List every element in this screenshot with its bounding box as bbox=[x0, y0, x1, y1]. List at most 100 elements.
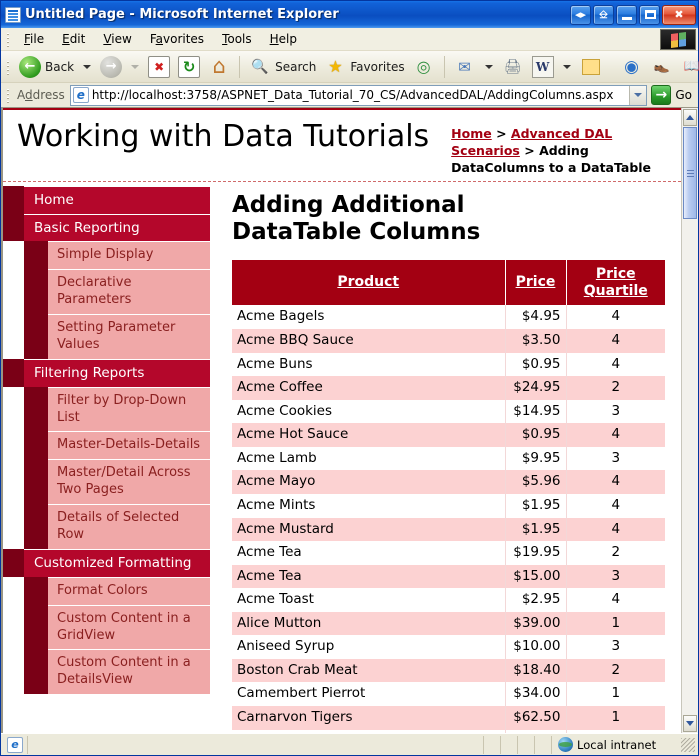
cell-price-quartile: 2 bbox=[566, 376, 665, 400]
menu-help[interactable]: Help bbox=[269, 32, 298, 46]
back-button[interactable]: ← Back bbox=[15, 54, 78, 80]
cell-price: $34.00 bbox=[505, 682, 567, 707]
sidebar-item-master-details-details[interactable]: Master-Details-Details bbox=[24, 431, 210, 460]
column-header-price[interactable]: Price bbox=[505, 259, 567, 306]
menu-tools[interactable]: Tools bbox=[222, 32, 252, 46]
scroll-up-button[interactable] bbox=[683, 109, 697, 126]
tab-list-button[interactable]: ⎒ bbox=[593, 4, 614, 25]
favorites-button[interactable]: Favorites bbox=[320, 54, 408, 80]
cell-product: Camembert Pierrot bbox=[232, 682, 506, 707]
table-row: Acme Lamb $9.95 3 bbox=[232, 446, 665, 471]
cell-price: $14.95 bbox=[505, 399, 567, 424]
stop-button[interactable] bbox=[144, 54, 174, 80]
site-title: Working with Data Tutorials bbox=[17, 119, 430, 154]
table-header-row: Product Price Price Quartile bbox=[232, 259, 665, 306]
address-dropdown-icon[interactable] bbox=[629, 85, 647, 105]
menu-file[interactable]: File bbox=[24, 32, 45, 46]
search-button[interactable]: Search bbox=[245, 54, 320, 80]
notes-button[interactable] bbox=[576, 57, 606, 77]
sidebar-item-custom-content-detailsview[interactable]: Custom Content in a DetailsView bbox=[24, 649, 210, 695]
home-button[interactable] bbox=[204, 54, 234, 80]
menu-view[interactable]: View bbox=[103, 32, 132, 46]
scrollbar-thumb[interactable] bbox=[683, 127, 697, 219]
vertical-scrollbar[interactable] bbox=[681, 108, 698, 733]
cell-price: $0.95 bbox=[505, 423, 567, 447]
breadcrumb-current: Adding DataColumns to a DataTable bbox=[451, 142, 652, 175]
cell-price: $1.95 bbox=[505, 493, 567, 518]
cell-price-quartile: 4 bbox=[566, 470, 665, 494]
breadcrumb-link-home[interactable]: Home bbox=[451, 126, 492, 141]
maximize-button[interactable] bbox=[639, 4, 660, 25]
sidebar-item-declarative-parameters[interactable]: Declarative Parameters bbox=[24, 269, 210, 315]
column-header-product[interactable]: Product bbox=[232, 259, 506, 306]
scroll-down-button[interactable] bbox=[683, 715, 697, 732]
forward-button[interactable]: → bbox=[96, 54, 126, 80]
menu-gripper[interactable] bbox=[4, 31, 12, 47]
address-input[interactable]: http://localhost:3758/ASPNET_Data_Tutori… bbox=[69, 84, 648, 106]
sidebar-item-filter-by-dropdown-list[interactable]: Filter by Drop-Down List bbox=[24, 386, 210, 432]
breadcrumb-link-section[interactable]: Advanced DAL Scenarios bbox=[451, 126, 613, 158]
column-header-price-quartile[interactable]: Price Quartile bbox=[566, 259, 665, 306]
edit-button[interactable] bbox=[528, 54, 558, 80]
cell-price: $10.00 bbox=[505, 635, 567, 659]
sidebar-item-customized-formatting[interactable]: Customized Formatting bbox=[3, 548, 210, 577]
back-icon: ← bbox=[19, 55, 41, 78]
print-button[interactable] bbox=[498, 54, 528, 80]
sidebar-item-filtering-reports[interactable]: Filtering Reports bbox=[3, 358, 210, 387]
research-button[interactable] bbox=[677, 54, 699, 80]
table-row: Acme Mints $1.95 4 bbox=[232, 493, 665, 518]
mail-dropdown-icon[interactable] bbox=[484, 64, 493, 69]
address-gripper[interactable] bbox=[4, 87, 12, 103]
menu-favorites[interactable]: Favorites bbox=[149, 32, 205, 46]
cell-price-quartile: 1 bbox=[611, 685, 621, 702]
table-row: Acme Toast $2.95 4 bbox=[232, 588, 665, 612]
minimize-button[interactable] bbox=[616, 4, 637, 25]
toolbar-gripper[interactable] bbox=[4, 58, 12, 75]
close-button[interactable]: ✖ bbox=[662, 4, 696, 25]
go-button[interactable]: Go bbox=[649, 85, 698, 105]
cell-price: $62.50 bbox=[505, 706, 567, 730]
back-dropdown-icon[interactable] bbox=[83, 64, 92, 69]
forward-icon: → bbox=[100, 55, 123, 78]
sidebar-item-setting-parameter-values[interactable]: Setting Parameter Values bbox=[24, 314, 210, 359]
refresh-button[interactable] bbox=[174, 54, 204, 80]
mail-button[interactable] bbox=[450, 54, 480, 80]
address-page-icon bbox=[72, 87, 89, 103]
sidebar-item-simple-display[interactable]: Simple Display bbox=[24, 241, 210, 270]
scrollbar-track[interactable] bbox=[682, 127, 698, 714]
cell-product: Aniseed Syrup bbox=[232, 635, 506, 659]
sidebar-item-details-of-selected-row[interactable]: Details of Selected Row bbox=[24, 504, 210, 549]
page-header: Working with Data Tutorials Home > Advan… bbox=[3, 110, 681, 182]
sidebar-item-master-detail-across-two-pages[interactable]: Master/Detail Across Two Pages bbox=[24, 459, 210, 505]
cell-product: Chai Tea bbox=[232, 729, 506, 733]
status-page-icon bbox=[7, 736, 23, 753]
messenger-button[interactable] bbox=[617, 54, 647, 80]
table-row: Acme Buns $0.95 4 bbox=[232, 352, 665, 377]
edit-dropdown-icon[interactable] bbox=[562, 64, 571, 69]
window-controls: ◂▸ ⎒ ✖ bbox=[570, 4, 696, 25]
cell-price-quartile: 3 bbox=[611, 449, 621, 466]
cell-product: Acme Buns bbox=[232, 352, 506, 377]
resize-grip[interactable] bbox=[681, 737, 695, 752]
sidebar-item-home[interactable]: Home bbox=[3, 185, 210, 214]
stop-icon bbox=[148, 55, 171, 78]
print-icon bbox=[502, 56, 524, 78]
media-button[interactable] bbox=[409, 54, 439, 80]
address-bar: Address http://localhost:3758/ASPNET_Dat… bbox=[1, 83, 698, 108]
table-row: Acme Coffee $24.95 2 bbox=[232, 376, 665, 400]
cell-price-quartile: 1 bbox=[566, 706, 665, 730]
shoe-button[interactable] bbox=[647, 54, 677, 80]
sidebar-item-custom-content-gridview[interactable]: Custom Content in a GridView bbox=[24, 604, 210, 650]
security-zone[interactable]: Local intranet bbox=[551, 735, 681, 754]
cell-price: $24.95 bbox=[505, 376, 567, 400]
cell-price: $9.95 bbox=[505, 446, 567, 471]
sidebar-item-format-colors[interactable]: Format Colors bbox=[24, 576, 210, 605]
cell-price: $18.40 bbox=[505, 658, 567, 683]
status-pane-3 bbox=[517, 735, 534, 754]
forward-dropdown-icon[interactable] bbox=[131, 64, 140, 69]
sidebar-item-basic-reporting[interactable]: Basic Reporting bbox=[3, 213, 210, 242]
menu-edit[interactable]: Edit bbox=[62, 32, 86, 46]
cell-price: $2.95 bbox=[505, 588, 567, 612]
refresh-icon bbox=[178, 55, 201, 78]
restore-group-button[interactable]: ◂▸ bbox=[570, 4, 591, 25]
